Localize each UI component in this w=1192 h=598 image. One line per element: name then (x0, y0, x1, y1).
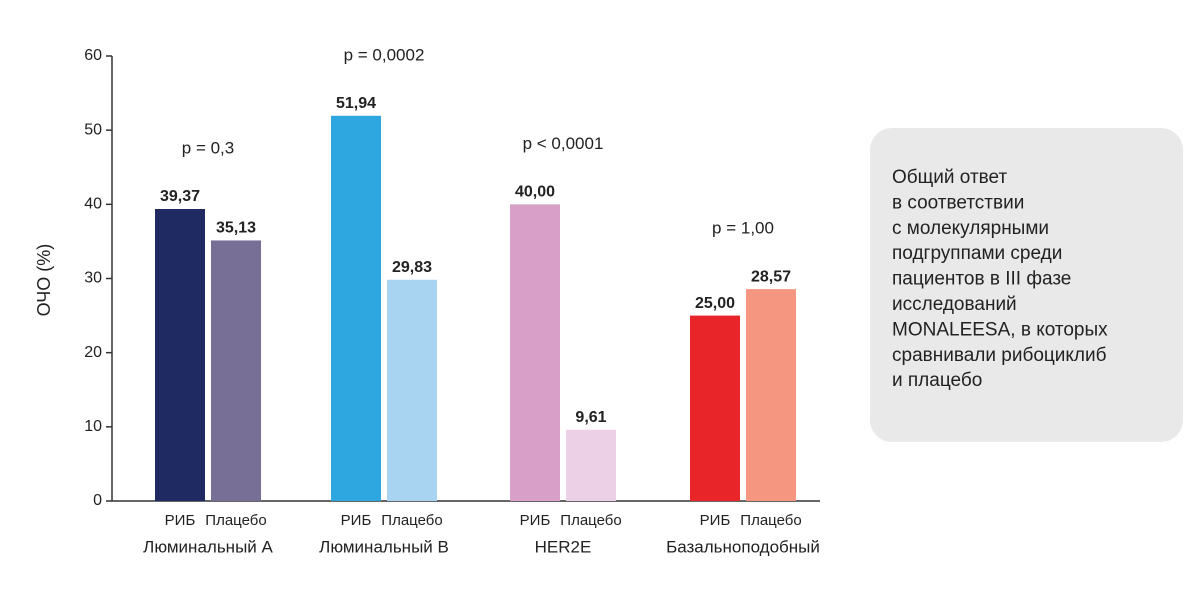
y-tick-label: 0 (93, 492, 102, 509)
y-axis-label: ОЧО (%) (34, 244, 54, 317)
note-line: сравнивали рибоциклиб (892, 345, 1107, 366)
bar (211, 240, 261, 501)
bar-label: РИБ (520, 512, 551, 529)
p-value: p = 0,3 (182, 138, 234, 157)
value-label: 25,00 (695, 295, 735, 312)
value-label: 40,00 (515, 184, 555, 201)
bar (510, 204, 560, 502)
value-label: 39,37 (160, 188, 200, 205)
y-tick-label: 20 (84, 344, 102, 361)
category-label: Люминальный А (143, 537, 273, 556)
y-tick-label: 10 (84, 418, 102, 435)
p-value: p < 0,0001 (523, 134, 604, 153)
note-line: Общий ответ (892, 167, 1007, 188)
bar-label: РИБ (341, 512, 372, 529)
value-label: 51,94 (336, 95, 376, 112)
value-label: 29,83 (392, 259, 432, 276)
bar-label: РИБ (165, 512, 196, 529)
y-tick-label: 50 (84, 121, 102, 138)
note-line: исследований (892, 294, 1017, 315)
bar (690, 315, 740, 501)
note-line: в соответствии (892, 192, 1024, 213)
p-value: p = 0,0002 (344, 45, 425, 64)
bar (155, 209, 205, 501)
note-line: пациентов в III фазе (892, 269, 1071, 290)
bar-label: Плацебо (560, 512, 621, 529)
value-label: 9,61 (575, 409, 606, 426)
bar (387, 279, 437, 501)
category-label: HER2E (535, 537, 592, 556)
value-label: 28,57 (751, 268, 791, 285)
category-label: Базальноподобный (666, 537, 820, 556)
category-label: Люминальный В (319, 537, 449, 556)
bar-label: РИБ (700, 512, 731, 529)
bar (331, 115, 381, 502)
bar (566, 429, 616, 501)
y-tick-label: 60 (84, 47, 102, 64)
y-tick-label: 40 (84, 196, 102, 213)
y-tick-label: 30 (84, 270, 102, 287)
bar-label: Плацебо (205, 512, 266, 529)
p-value: p = 1,00 (712, 219, 774, 238)
note-line: с молекулярными (892, 218, 1049, 239)
note-line: и плацебо (892, 370, 982, 391)
value-label: 35,13 (216, 220, 256, 237)
note-box (870, 128, 1183, 442)
bar-label: Плацебо (381, 512, 442, 529)
bar (746, 289, 796, 501)
bar-label: Плацебо (740, 512, 801, 529)
note-line: подгруппами среди (892, 243, 1062, 264)
note-line: MONALEESA, в которых (892, 319, 1108, 340)
